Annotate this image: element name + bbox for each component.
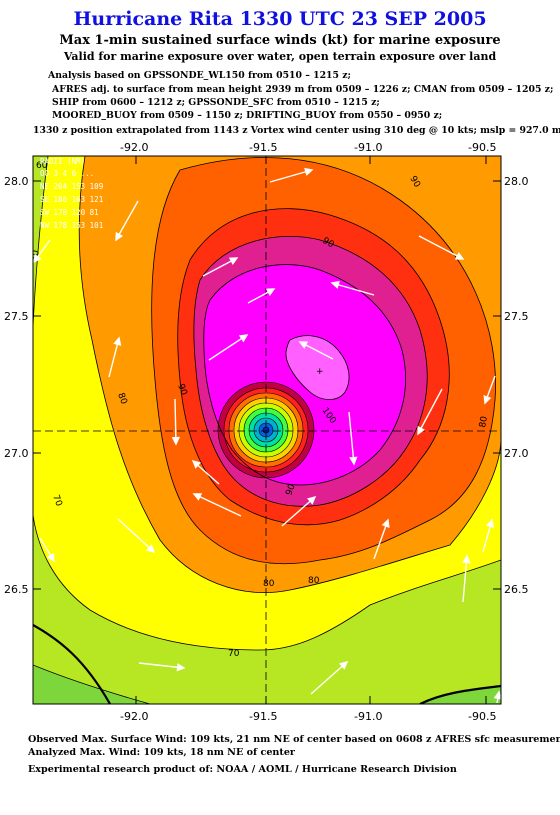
radii-table-row: SE 186 163 121 <box>40 195 103 204</box>
wind-max-core <box>285 335 350 400</box>
map-subtitle: Max 1-min sustained surface winds (kt) f… <box>59 33 501 48</box>
wind-arrow-head <box>349 456 358 466</box>
wind-arrow-head <box>330 280 340 289</box>
wind-arrow-head <box>191 459 202 469</box>
wind-arrow <box>310 661 348 695</box>
wind-arrow-head <box>493 690 501 700</box>
wind-arrow-head <box>146 544 156 554</box>
radii-table-row: RADII (NM) <box>40 157 85 166</box>
lon-tick-label: -91.0 <box>354 141 382 154</box>
wind-arrow-head <box>462 554 471 564</box>
wind-arrow <box>115 200 139 241</box>
contour-label: 80 <box>478 415 490 428</box>
wind-arrow <box>348 411 355 465</box>
wind-arrow <box>331 282 375 296</box>
wind-contour-fill: 60 70 70 70 80 80 80 80 90 90 90 90 100 … <box>29 156 501 704</box>
wind-arrow-head <box>483 394 492 405</box>
wind-arrow-head <box>306 495 317 505</box>
wind-arrow-head <box>192 493 203 501</box>
wind-arrow-head <box>113 336 122 346</box>
map-frame <box>32 155 502 705</box>
wind-arrow <box>193 493 242 517</box>
map-subtitle-validity: Valid for marine exposure over water, op… <box>63 50 497 63</box>
wind-observation-arrows <box>33 167 501 704</box>
contour-label: 60 <box>36 161 48 171</box>
wind-arrow <box>417 388 443 435</box>
contour-label: 70 <box>228 649 240 659</box>
wind-arrow <box>117 518 155 553</box>
wind-arrow <box>269 169 313 183</box>
analysis-line-3: SHIP from 0600 – 1212 z; GPSSONDE_SFC fr… <box>52 97 380 108</box>
contour-label: 90 <box>175 383 188 397</box>
analysis-line-4: MOORED_BUOY from 0509 – 1150 z; DRIFTING… <box>52 110 443 121</box>
latitude-labels-right: 28.0 27.5 27.0 26.5 <box>504 175 529 596</box>
lon-tick-label: -91.0 <box>354 710 382 723</box>
wind-arrow-head <box>115 231 124 242</box>
wind-arrow <box>462 555 468 603</box>
contour-label: 80 <box>263 579 275 589</box>
lat-tick-label: 27.0 <box>504 447 529 460</box>
wind-arrow-head <box>228 257 239 265</box>
lat-tick-label: 26.5 <box>504 583 529 596</box>
wind-arrow-head <box>46 552 55 563</box>
analysis-line-2: AFRES adj. to surface from mean height 2… <box>52 84 554 95</box>
wind-arrow-head <box>304 167 314 176</box>
contour-lines <box>33 156 501 704</box>
analyzed-max-wind: Analyzed Max. Wind: 109 kts, 18 nm NE of… <box>28 747 295 758</box>
wind-arrow-head <box>381 518 390 528</box>
contour-labels: 60 70 70 70 80 80 80 80 90 90 90 90 100 <box>29 161 490 659</box>
radii-table-row: SW 178 120 81 <box>40 208 99 217</box>
axis-ticks <box>33 156 501 704</box>
radii-table-row: NW 178 153 101 <box>40 221 103 230</box>
lon-tick-label: -92.0 <box>120 141 148 154</box>
contour-label: 70 <box>50 494 63 508</box>
lon-tick-label: -92.0 <box>120 710 148 723</box>
map-title: Hurricane Rita 1330 UTC 23 SEP 2005 <box>73 8 487 30</box>
contour-label: 80 <box>308 576 320 586</box>
radii-table-row: OO 3 4 6 ... <box>40 169 94 178</box>
wind-arrow <box>138 662 185 669</box>
lat-tick-label: 26.5 <box>4 583 29 596</box>
radii-table-row: NE 204 153 109 <box>40 182 103 191</box>
longitude-labels-top: -92.0 -91.5 -91.0 -90.5 <box>120 141 496 154</box>
max-wind-marker: + <box>316 367 324 377</box>
lat-tick-label: 27.0 <box>4 447 29 460</box>
lat-tick-label: 27.5 <box>504 310 529 323</box>
lat-tick-label: 28.0 <box>504 175 529 188</box>
eye-rings <box>217 381 315 479</box>
wind-arrow <box>174 398 177 445</box>
wind-arrow <box>208 334 248 361</box>
wind-arrow-head <box>454 252 465 260</box>
observed-max-wind: Observed Max. Surface Wind: 109 kts, 21 … <box>28 734 560 745</box>
lat-tick-label: 27.5 <box>4 310 29 323</box>
wind-arrow-head <box>417 425 425 436</box>
wind-arrow-head <box>33 253 42 264</box>
lon-tick-label: -90.5 <box>468 710 496 723</box>
wind-arrow <box>281 496 316 527</box>
wind-arrow-head <box>265 288 276 296</box>
wind-arrow-head <box>171 436 181 446</box>
wind-arrow-head <box>238 334 249 343</box>
lat-tick-label: 28.0 <box>4 175 29 188</box>
wind-arrow-head <box>298 341 309 349</box>
lon-tick-label: -90.5 <box>468 141 496 154</box>
latitude-labels-left: 28.0 27.5 27.0 26.5 <box>4 175 29 596</box>
wind-arrow <box>418 235 464 260</box>
analysis-line-5: 1330 z position extrapolated from 1143 z… <box>33 125 560 136</box>
lon-tick-label: -91.5 <box>249 141 277 154</box>
contour-label: 70 <box>29 249 42 263</box>
lon-tick-label: -91.5 <box>249 710 277 723</box>
wind-arrow-head <box>176 663 186 672</box>
contour-label: 80 <box>115 392 128 406</box>
radii-table: RADII (NM) OO 3 4 6 ... NE 204 153 109 S… <box>40 157 103 230</box>
analysis-line-1: Analysis based on GPSSONDE_WL150 from 05… <box>48 70 351 81</box>
contour-label: 90 <box>284 483 297 497</box>
product-credit: Experimental research product of: NOAA /… <box>28 764 457 775</box>
wind-arrow-head <box>339 660 349 670</box>
longitude-labels-bottom: -92.0 -91.5 -91.0 -90.5 <box>120 710 496 723</box>
wind-arrow-head <box>486 518 495 528</box>
